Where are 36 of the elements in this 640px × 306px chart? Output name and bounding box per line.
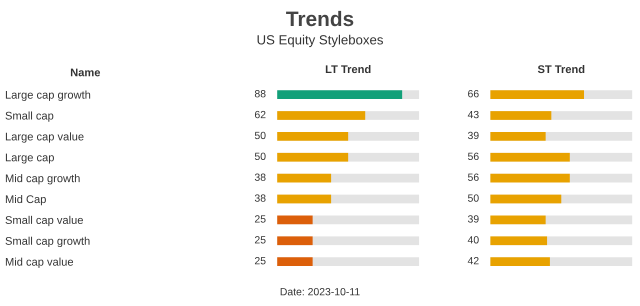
y-tick-label: Large cap value bbox=[6, 132, 84, 143]
data-label: 50 bbox=[254, 152, 266, 160]
bar bbox=[277, 257, 313, 266]
data-label: 43 bbox=[468, 110, 479, 118]
data-label: 66 bbox=[468, 90, 479, 98]
bar bbox=[277, 215, 313, 224]
x-axis-title: ST Trend bbox=[538, 64, 584, 74]
data-label: 38 bbox=[254, 174, 266, 181]
bar bbox=[277, 236, 313, 246]
data-label: 39 bbox=[468, 132, 479, 140]
y-tick-label: Small cap bbox=[6, 111, 54, 122]
y-axis-title: Name bbox=[70, 68, 100, 76]
y-tick-label: Small cap value bbox=[6, 216, 83, 226]
data-label: 50 bbox=[468, 194, 479, 202]
y-tick-label: Mid Cap bbox=[6, 194, 46, 206]
data-label: 25 bbox=[254, 236, 266, 244]
data-label: 42 bbox=[468, 257, 479, 264]
y-tick-label: Large cap growth bbox=[6, 90, 90, 101]
data-label: 62 bbox=[254, 110, 266, 118]
data-label: 56 bbox=[468, 152, 479, 160]
data-label: 88 bbox=[254, 90, 266, 98]
data-label: 40 bbox=[468, 236, 479, 244]
data-label: 25 bbox=[254, 215, 266, 223]
x-axis-title: LT Trend bbox=[326, 64, 370, 74]
y-tick-label: Large cap bbox=[6, 154, 54, 164]
chart-title: Trends bbox=[286, 10, 354, 26]
data-label: 25 bbox=[254, 257, 266, 264]
text: Date: 2023-10-11 bbox=[280, 288, 360, 296]
y-tick-label: Small cap growth bbox=[6, 236, 90, 248]
y-tick-label: Mid cap value bbox=[6, 258, 74, 268]
data-label: 38 bbox=[254, 194, 266, 202]
chart-subtitle: US Equity Styleboxes bbox=[258, 34, 383, 48]
data-label: 50 bbox=[254, 132, 266, 140]
data-label: 56 bbox=[468, 174, 479, 181]
data-label: 39 bbox=[468, 215, 479, 223]
y-tick-label: Mid cap growth bbox=[6, 174, 80, 184]
